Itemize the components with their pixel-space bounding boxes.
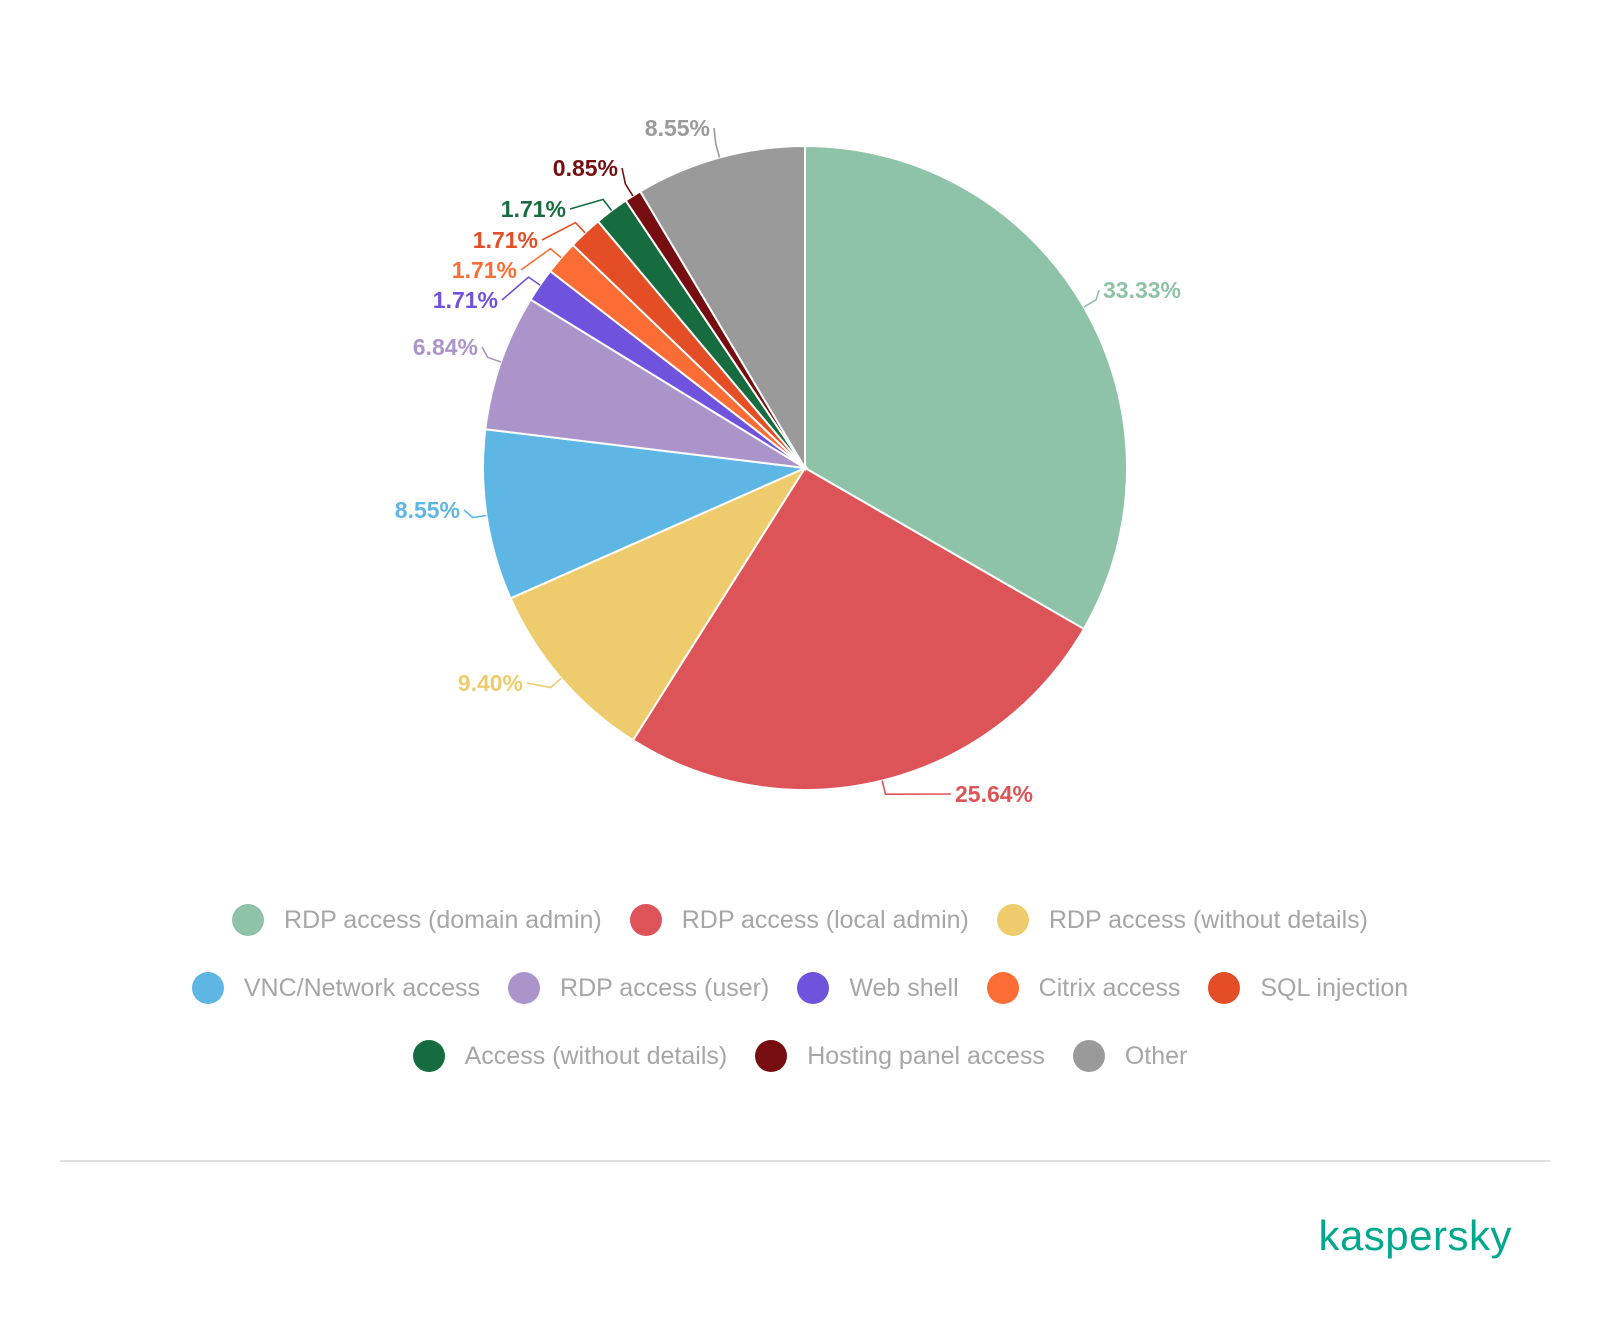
data-label: 0.85% xyxy=(553,155,618,181)
leader-line xyxy=(463,509,487,519)
leader-line xyxy=(569,198,613,212)
kaspersky-logo: kaspersky xyxy=(1318,1212,1512,1259)
legend-label: Hosting panel access xyxy=(807,1041,1045,1070)
legend-label: VNC/Network access xyxy=(243,973,481,1002)
data-label: 1.71% xyxy=(501,196,566,222)
legend-item: VNC/Network access xyxy=(191,972,481,1004)
legend-item: RDP access (without details) xyxy=(996,904,1368,936)
data-label: 8.55% xyxy=(645,115,710,141)
legend-row: RDP access (domain admin) RDP access (loc… xyxy=(0,900,1600,940)
leader-line xyxy=(621,167,634,197)
legend-label: RDP access (without details) xyxy=(1048,905,1368,934)
data-label: 6.84% xyxy=(413,334,478,360)
legend-swatch xyxy=(412,1040,445,1072)
data-label: 25.64% xyxy=(955,781,1033,807)
data-label: 1.71% xyxy=(433,287,498,313)
leader-line xyxy=(526,677,562,689)
legend-label: SQL injection xyxy=(1260,973,1409,1002)
legend-swatch xyxy=(508,972,541,1004)
legend-label: Access (without details) xyxy=(464,1041,728,1070)
legend-swatch xyxy=(191,972,224,1004)
legend-label: RDP access (domain admin) xyxy=(284,905,602,934)
pie-slice xyxy=(509,465,808,742)
leader-line xyxy=(713,127,721,158)
pie-slice xyxy=(482,428,809,600)
legend-item: Hosting panel access xyxy=(755,1040,1045,1072)
legend-swatch xyxy=(232,904,265,936)
legend-label: Web shell xyxy=(849,973,959,1002)
leader-line xyxy=(520,247,562,271)
legend-label: Citrix access xyxy=(1038,973,1181,1002)
legend-item: Citrix access xyxy=(986,972,1181,1004)
leader-line xyxy=(1083,289,1100,308)
legend-label: RDP access (user) xyxy=(560,973,770,1002)
leader-line xyxy=(501,276,541,301)
legend-item: Other xyxy=(1072,1040,1188,1072)
legend-swatch xyxy=(1208,972,1241,1004)
leader-line xyxy=(481,346,502,363)
legend-item: RDP access (domain admin) xyxy=(232,904,602,936)
chart-legend: RDP access (domain admin) RDP access (loc… xyxy=(0,900,1600,1104)
legend-item: Web shell xyxy=(797,972,959,1004)
legend-swatch xyxy=(755,1040,788,1072)
legend-row: Access (without details) Hosting panel ac… xyxy=(0,1036,1600,1076)
divider xyxy=(60,1160,1550,1162)
data-label: 1.71% xyxy=(452,257,517,283)
data-label: 9.40% xyxy=(458,670,523,696)
legend-item: SQL injection xyxy=(1208,972,1408,1004)
legend-swatch xyxy=(797,972,830,1004)
legend-item: RDP access (user) xyxy=(508,972,769,1004)
legend-label: Other xyxy=(1124,1041,1188,1070)
data-label: 8.55% xyxy=(395,497,460,523)
legend-swatch xyxy=(629,904,662,936)
data-label: 33.33% xyxy=(1103,277,1181,303)
legend-swatch xyxy=(996,904,1029,936)
pie-slice xyxy=(638,144,806,472)
legend-item: Access (without details) xyxy=(412,1040,728,1072)
leader-line xyxy=(881,780,952,796)
legend-swatch xyxy=(986,972,1019,1004)
pie-chart-svg: 33.33% 25.64% 9.40% 8.55% 6.84% 1.71% 1.71% 1.7… xyxy=(395,115,1181,807)
legend-swatch xyxy=(1072,1040,1105,1072)
pie-slice xyxy=(631,466,1086,791)
pie-chart: 33.33% 25.64% 9.40% 8.55% 6.84% 1.71% 1.71% 1.7… xyxy=(395,115,1181,807)
leader-line xyxy=(541,221,586,241)
legend-row: VNC/Network access RDP access (user) Web s… xyxy=(0,968,1600,1008)
legend-label: RDP access (local admin) xyxy=(681,905,969,934)
legend-item: RDP access (local admin) xyxy=(629,904,969,936)
data-label: 1.71% xyxy=(473,227,538,253)
